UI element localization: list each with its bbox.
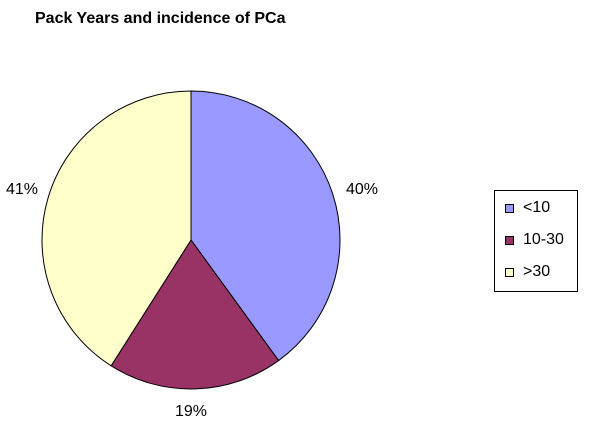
legend-swatch-lt10 [505, 203, 514, 213]
chart-title: Pack Years and incidence of PCa [35, 10, 286, 27]
legend: <10 10-30 >30 [494, 190, 578, 292]
legend-label-10-30: 10-30 [523, 231, 564, 248]
legend-item-gt30: >30 [505, 263, 550, 281]
legend-label-lt10: <10 [523, 199, 551, 216]
data-label-lt10: 40% [346, 181, 378, 198]
legend-item-10-30: 10-30 [505, 231, 564, 249]
data-label-gt30: 41% [6, 181, 38, 198]
legend-label-gt30: >30 [523, 263, 551, 280]
pie-slices [41, 90, 341, 390]
pie-slice-lt10 [190, 90, 341, 362]
pie-slice-gt30 [41, 90, 192, 367]
legend-item-lt10: <10 [505, 199, 550, 217]
legend-swatch-10-30 [505, 235, 514, 245]
pie-data-labels: 40% 19% 41% [6, 181, 378, 420]
data-label-10-30: 19% [175, 403, 207, 420]
legend-swatch-gt30 [505, 267, 514, 277]
pie-slice-10-30 [110, 239, 280, 390]
